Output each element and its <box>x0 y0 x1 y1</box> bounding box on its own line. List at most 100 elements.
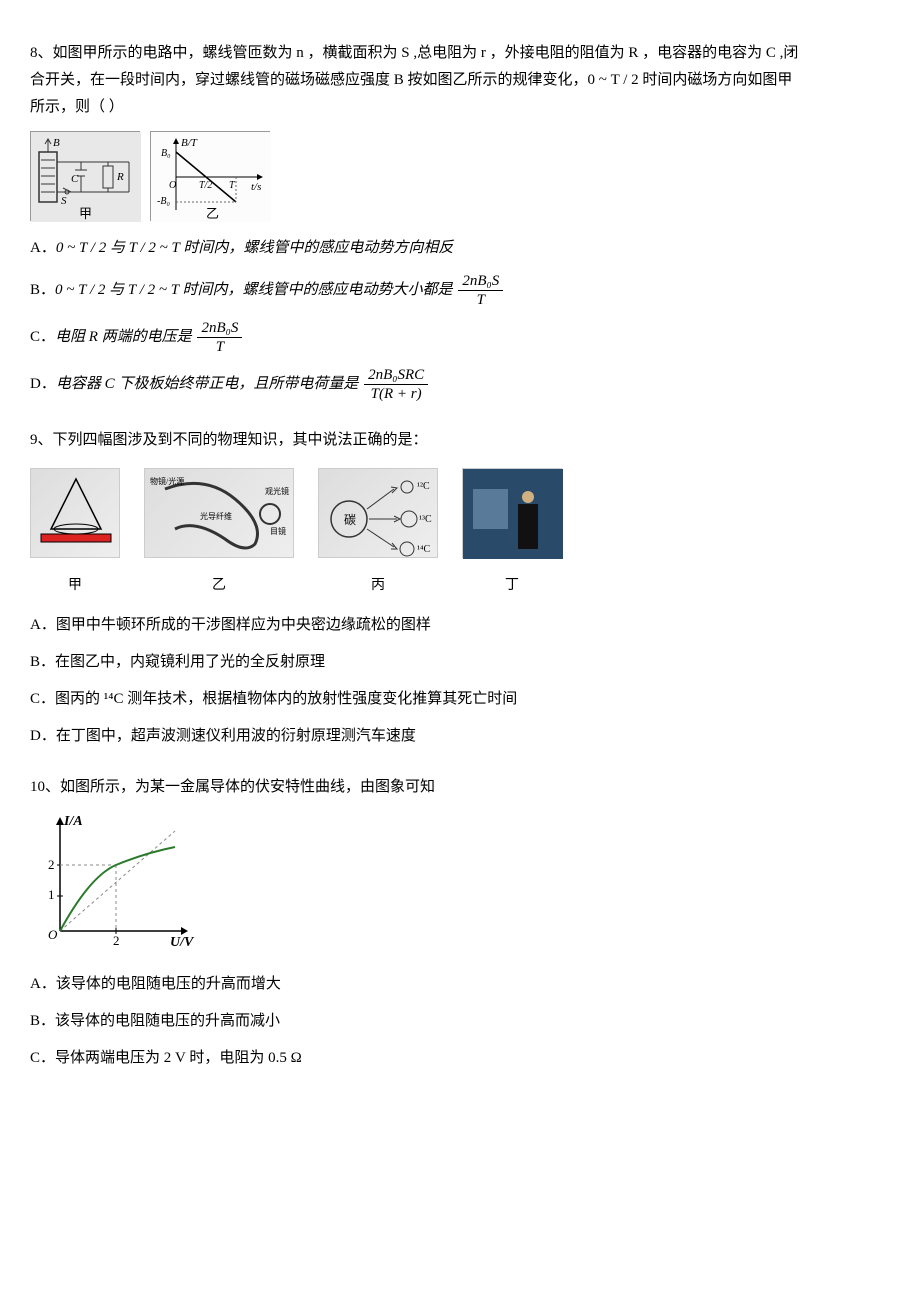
svg-text:t/s: t/s <box>251 181 261 193</box>
fraction: 2nB₀S T <box>197 319 242 356</box>
solenoid-circuit-svg: B C R S 甲 <box>31 132 141 222</box>
choice-label: C． <box>30 329 55 345</box>
q8-line3: 所示，则（ ） <box>30 94 890 121</box>
q8-line2: 合开关，在一段时间内，穿过螺线管的磁场磁感应强度 B 按如图乙所示的规律变化，0… <box>30 67 890 94</box>
question-10: 10、如图所示，为某一金属导体的伏安特性曲线，由图象可知 I/A U/V O 1… <box>30 774 890 1072</box>
choice-c-text: 图丙的 ¹⁴C 测年技术，根据植物体内的放射性强度变化推算其死亡时间 <box>55 691 517 707</box>
svg-text:2: 2 <box>113 933 120 948</box>
choice-label: D． <box>30 376 56 392</box>
q10-text: 10、如图所示，为某一金属导体的伏安特性曲线，由图象可知 <box>30 774 890 801</box>
svg-text:-B₀: -B₀ <box>157 196 170 207</box>
svg-text:B: B <box>53 137 60 149</box>
svg-text:物镜/光源: 物镜/光源 <box>150 476 184 486</box>
svg-text:O: O <box>169 180 176 191</box>
frac-num: 2nB₀SRC <box>364 366 428 385</box>
choice-b-text: 该导体的电阻随电压的升高而减小 <box>55 1013 280 1029</box>
q9-text-content: 下列四幅图涉及到不同的物理知识，其中说法正确的是： <box>53 432 428 448</box>
choice-label: C． <box>30 1050 55 1066</box>
q9-choice-d: D．在丁图中，超声波测速仪利用波的衍射原理测汽车速度 <box>30 723 890 750</box>
q9-image-2-box: 物镜/光源 观光镜 光导纤维 目镜 乙 <box>144 468 294 598</box>
q10-iv-curve: I/A U/V O 1 2 2 <box>30 811 890 961</box>
q9-image-carbon-isotopes: 碳 ¹²C ¹³C ¹⁴C <box>318 468 438 558</box>
choice-d-text: 在丁图中，超声波测速仪利用波的衍射原理测汽车速度 <box>56 728 416 744</box>
svg-text:碳: 碳 <box>344 513 356 527</box>
q9-img4-caption: 丁 <box>462 573 562 598</box>
q9-number: 9、 <box>30 432 53 448</box>
q8-choices: A．0 ~ T / 2 与 T / 2 ~ T 时间内，螺线管中的感应电动势方向… <box>30 235 890 403</box>
svg-text:S: S <box>61 195 67 207</box>
q9-image-3-box: 碳 ¹²C ¹³C ¹⁴C 丙 <box>318 468 438 598</box>
frac-den: T <box>197 338 242 356</box>
q10-text-content: 如图所示，为某一金属导体的伏安特性曲线，由图象可知 <box>60 779 435 795</box>
choice-a-text: 图甲中牛顿环所成的干涉图样应为中央密边缘疏松的图样 <box>56 617 431 633</box>
q9-img3-caption: 丙 <box>318 573 438 598</box>
q9-image-endoscope: 物镜/光源 观光镜 光导纤维 目镜 <box>144 468 294 558</box>
svg-text:¹³C: ¹³C <box>419 514 432 525</box>
q9-image-4-box: 丁 <box>462 468 562 598</box>
choice-label: A． <box>30 617 56 633</box>
q9-choice-c: C．图丙的 ¹⁴C 测年技术，根据植物体内的放射性强度变化推算其死亡时间 <box>30 686 890 713</box>
q9-img2-caption: 乙 <box>144 573 294 598</box>
frac-den: T(R + r) <box>364 385 428 403</box>
q8-choice-b: B．0 ~ T / 2 与 T / 2 ~ T 时间内，螺线管中的感应电动势大小… <box>30 272 890 309</box>
choice-label: D． <box>30 728 56 744</box>
q8-choice-c: C．电阻 R 两端的电压是 2nB₀S T <box>30 319 890 356</box>
choice-label: A． <box>30 240 56 256</box>
q10-choices: A．该导体的电阻随电压的升高而增大 B．该导体的电阻随电压的升高而减小 C．导体… <box>30 971 890 1072</box>
choice-b-prefix: 0 ~ T / 2 与 T / 2 ~ T 时间内，螺线管中的感应电动势大小都是 <box>55 282 453 298</box>
choice-d-prefix: 电容器 C 下极板始终带正电，且所带电荷量是 <box>56 376 359 392</box>
svg-text:I/A: I/A <box>63 814 83 829</box>
choice-a-text: 0 ~ T / 2 与 T / 2 ~ T 时间内，螺线管中的感应电动势方向相反 <box>56 240 454 256</box>
q9-text: 9、下列四幅图涉及到不同的物理知识，其中说法正确的是： <box>30 427 890 454</box>
frac-num: 2nB₀S <box>458 272 503 291</box>
q8-line1: 8、如图甲所示的电路中，螺线管匝数为 n ，横截面积为 S ,总电阻为 r ，外… <box>30 40 890 67</box>
svg-text:B₀: B₀ <box>161 148 171 159</box>
q9-image-1-box: 甲 <box>30 468 120 598</box>
q10-choice-c: C．导体两端电压为 2 V 时，电阻为 0.5 Ω <box>30 1045 890 1072</box>
q9-image-speed-detector <box>462 468 562 558</box>
svg-text:¹²C: ¹²C <box>417 481 430 492</box>
svg-text:观光镜: 观光镜 <box>265 486 289 496</box>
svg-text:目镜: 目镜 <box>270 526 286 536</box>
q8-figure-solenoid: B C R S 甲 <box>30 131 140 221</box>
choice-b-text: 在图乙中，内窥镜利用了光的全反射原理 <box>55 654 325 670</box>
choice-a-text: 该导体的电阻随电压的升高而增大 <box>56 976 281 992</box>
q8-figure-graph: B/T t/s B₀ -B₀ T/2 T O 乙 <box>150 131 270 221</box>
fraction: 2nB₀SRC T(R + r) <box>364 366 428 403</box>
q8-choice-a: A．0 ~ T / 2 与 T / 2 ~ T 时间内，螺线管中的感应电动势方向… <box>30 235 890 262</box>
q9-choices: A．图甲中牛顿环所成的干涉图样应为中央密边缘疏松的图样 B．在图乙中，内窥镜利用… <box>30 612 890 750</box>
q8-number: 8、 <box>30 45 53 61</box>
fraction: 2nB₀S T <box>458 272 503 309</box>
iv-curve-svg: I/A U/V O 1 2 2 <box>30 811 200 951</box>
svg-text:2: 2 <box>48 857 55 872</box>
q9-choice-a: A．图甲中牛顿环所成的干涉图样应为中央密边缘疏松的图样 <box>30 612 890 639</box>
q8-text: 8、如图甲所示的电路中，螺线管匝数为 n ，横截面积为 S ,总电阻为 r ，外… <box>30 40 890 121</box>
choice-label: A． <box>30 976 56 992</box>
svg-text:1: 1 <box>48 887 55 902</box>
svg-text:O: O <box>48 927 58 942</box>
q8-figure-solenoid-wrap: B C R S 甲 <box>30 131 140 221</box>
choice-label: B． <box>30 282 55 298</box>
svg-text:光导纤维: 光导纤维 <box>200 511 232 521</box>
question-9: 9、下列四幅图涉及到不同的物理知识，其中说法正确的是： 甲 物镜/光源 观光镜 <box>30 427 890 750</box>
svg-text:U/V: U/V <box>170 935 195 950</box>
question-8: 8、如图甲所示的电路中，螺线管匝数为 n ，横截面积为 S ,总电阻为 r ，外… <box>30 40 890 403</box>
svg-text:甲: 甲 <box>79 206 92 221</box>
q8-figures: B C R S 甲 <box>30 131 890 221</box>
svg-text:B/T: B/T <box>181 137 198 149</box>
b-t-graph-svg: B/T t/s B₀ -B₀ T/2 T O 乙 <box>151 132 271 222</box>
choice-label: C． <box>30 691 55 707</box>
q9-img1-caption: 甲 <box>30 573 120 598</box>
frac-den: T <box>458 291 503 309</box>
q8-text-line1-content: 如图甲所示的电路中，螺线管匝数为 n ，横截面积为 S ,总电阻为 r ，外接电… <box>53 45 799 61</box>
q10-number: 10、 <box>30 779 60 795</box>
q10-choice-b: B．该导体的电阻随电压的升高而减小 <box>30 1008 890 1035</box>
q9-choice-b: B．在图乙中，内窥镜利用了光的全反射原理 <box>30 649 890 676</box>
q9-images: 甲 物镜/光源 观光镜 光导纤维 目镜 乙 碳 <box>30 468 890 598</box>
choice-label: B． <box>30 1013 55 1029</box>
svg-text:C: C <box>71 173 79 185</box>
svg-text:乙: 乙 <box>206 206 219 221</box>
svg-text:T/2: T/2 <box>199 180 212 191</box>
q8-figure-graph-wrap: B/T t/s B₀ -B₀ T/2 T O 乙 <box>150 131 270 221</box>
q8-choice-d: D．电容器 C 下极板始终带正电，且所带电荷量是 2nB₀SRC T(R + r… <box>30 366 890 403</box>
